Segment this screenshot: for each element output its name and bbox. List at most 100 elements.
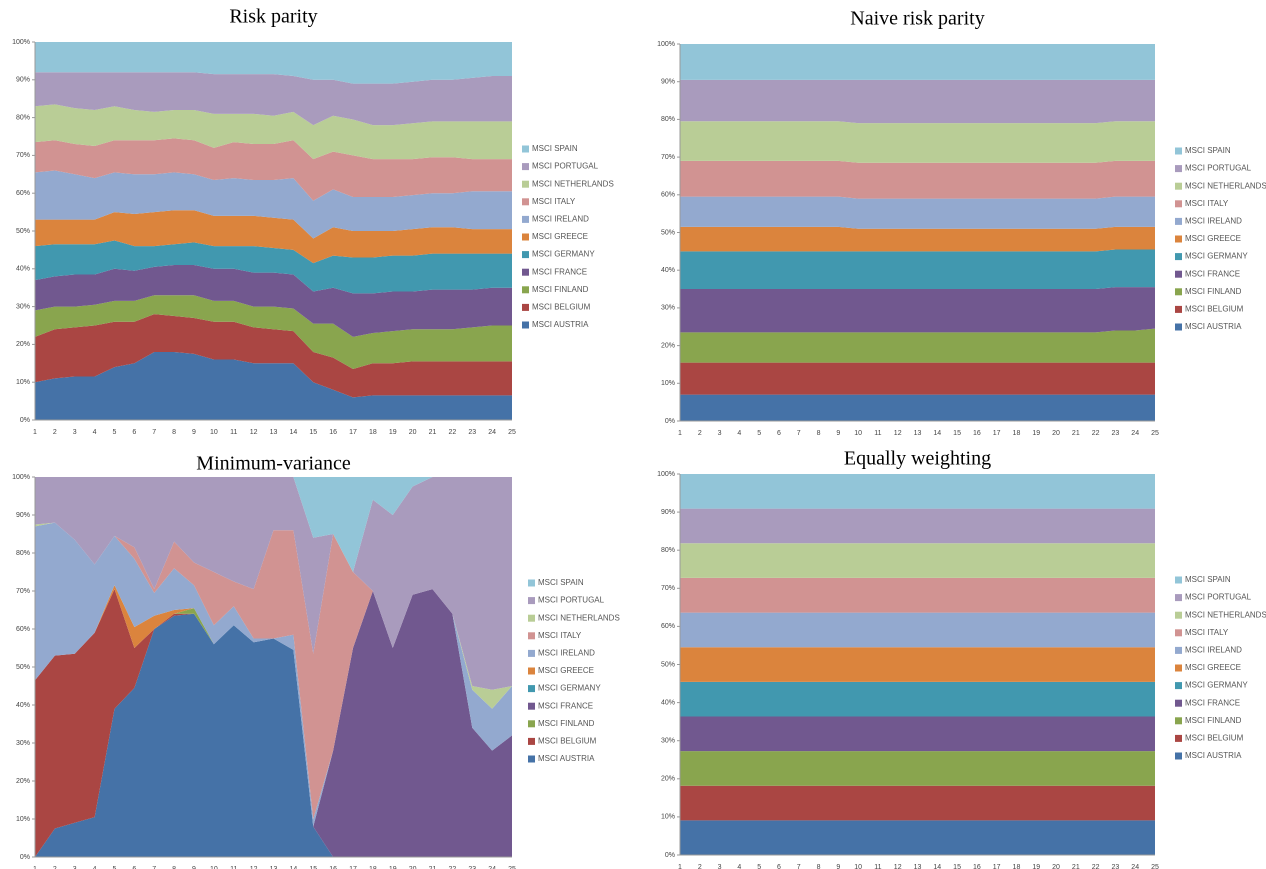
y-tick-label: 50%: [16, 228, 30, 235]
x-tick-label: 15: [309, 866, 317, 869]
x-tick-label: 23: [468, 866, 476, 869]
y-tick-label: 80%: [661, 547, 675, 554]
x-tick-label: 21: [1072, 864, 1080, 869]
x-tick-label: 21: [1072, 430, 1080, 437]
x-tick-label: 20: [1052, 430, 1060, 437]
y-tick-label: 0%: [665, 418, 675, 425]
x-tick-label: 15: [309, 429, 317, 436]
x-tick-label: 18: [1013, 430, 1021, 437]
legend-swatch: [1175, 664, 1182, 672]
x-tick-label: 12: [250, 866, 258, 869]
legend-swatch: [1175, 165, 1182, 173]
y-tick-label: 50%: [661, 661, 675, 668]
legend-label: MSCI AUSTRIA: [1185, 751, 1242, 760]
legend-swatch: [1175, 253, 1182, 261]
y-tick-label: 90%: [661, 509, 675, 516]
area: [680, 79, 1155, 124]
x-tick-label: 18: [1013, 864, 1021, 869]
x-tick-label: 22: [1092, 864, 1100, 869]
x-tick-label: 22: [448, 866, 456, 869]
x-tick-label: 12: [250, 429, 258, 436]
x-tick-label: 19: [389, 866, 397, 869]
y-tick-label: 30%: [661, 305, 675, 312]
x-tick-label: 8: [817, 430, 821, 437]
legend-label: MSCI AUSTRIA: [538, 754, 595, 763]
y-tick-label: 0%: [20, 417, 30, 424]
y-tick-label: 70%: [661, 154, 675, 161]
y-tick-label: 70%: [16, 152, 30, 159]
legend-label: MSCI ITALY: [1185, 199, 1229, 208]
x-tick-label: 15: [953, 864, 961, 869]
legend-label: MSCI AUSTRIA: [1185, 322, 1242, 331]
y-tick-label: 10%: [661, 380, 675, 387]
legend-label: MSCI FINLAND: [1185, 287, 1242, 296]
legend-label: MSCI IRELAND: [1185, 646, 1242, 655]
area: [35, 42, 512, 84]
legend-swatch: [1175, 646, 1182, 654]
y-tick-label: 40%: [661, 699, 675, 706]
legend-swatch: [528, 755, 535, 763]
legend-label: MSCI SPAIN: [532, 144, 578, 153]
legend-label: MSCI SPAIN: [1185, 575, 1231, 584]
area: [680, 287, 1155, 333]
legend-swatch: [1175, 629, 1182, 637]
area: [35, 170, 512, 239]
area: [680, 160, 1155, 199]
y-tick-label: 50%: [661, 229, 675, 236]
area: [35, 72, 512, 126]
legend-swatch: [1175, 288, 1182, 296]
legend-swatch: [522, 180, 529, 188]
x-tick-label: 13: [270, 429, 278, 436]
y-tick-label: 10%: [16, 379, 30, 386]
x-tick-label: 16: [329, 429, 337, 436]
x-tick-label: 5: [113, 429, 117, 436]
x-tick-label: 2: [698, 430, 702, 437]
legend-label: MSCI IRELAND: [1185, 217, 1242, 226]
legend-label: MSCI NETHERLANDS: [532, 179, 614, 188]
legend-swatch: [1175, 576, 1182, 584]
area: [680, 362, 1155, 395]
x-tick-label: 11: [230, 866, 237, 869]
area: [35, 314, 512, 398]
legend-swatch: [1175, 699, 1182, 707]
legend-swatch: [528, 737, 535, 745]
y-tick-label: 100%: [12, 39, 30, 46]
legend-swatch: [1175, 717, 1182, 725]
area: [35, 295, 512, 369]
area: [680, 716, 1155, 752]
legend-swatch: [1175, 200, 1182, 208]
x-tick-label: 11: [230, 429, 237, 436]
y-tick-label: 20%: [16, 341, 30, 348]
legend-swatch: [528, 667, 535, 675]
x-tick-label: 1: [33, 866, 37, 869]
legend-label: MSCI GREECE: [532, 232, 588, 241]
x-tick-label: 9: [192, 866, 196, 869]
x-tick-label: 1: [678, 864, 682, 869]
x-tick-label: 10: [854, 430, 862, 437]
legend-label: MSCI ITALY: [1185, 628, 1229, 637]
x-tick-label: 6: [777, 430, 781, 437]
x-tick-label: 3: [73, 866, 77, 869]
y-tick-label: 0%: [665, 852, 675, 859]
x-tick-label: 10: [854, 864, 862, 869]
y-tick-label: 40%: [16, 702, 30, 709]
x-tick-label: 21: [429, 429, 437, 436]
legend-label: MSCI PORTUGAL: [1185, 593, 1252, 602]
area: [680, 44, 1155, 80]
x-tick-label: 7: [152, 429, 156, 436]
x-tick-label: 17: [993, 430, 1001, 437]
legend-label: MSCI ITALY: [532, 197, 576, 206]
x-tick-label: 10: [210, 429, 218, 436]
x-tick-label: 16: [329, 866, 337, 869]
y-tick-label: 60%: [16, 190, 30, 197]
legend-swatch: [528, 720, 535, 728]
x-tick-label: 20: [409, 866, 417, 869]
legend-swatch: [528, 597, 535, 605]
legend-swatch: [522, 163, 529, 171]
x-tick-label: 20: [409, 429, 417, 436]
legend-swatch: [1175, 305, 1182, 313]
area: [680, 121, 1155, 163]
legend-label: MSCI ITALY: [538, 631, 582, 640]
x-tick-label: 19: [1032, 430, 1040, 437]
y-tick-label: 30%: [16, 303, 30, 310]
